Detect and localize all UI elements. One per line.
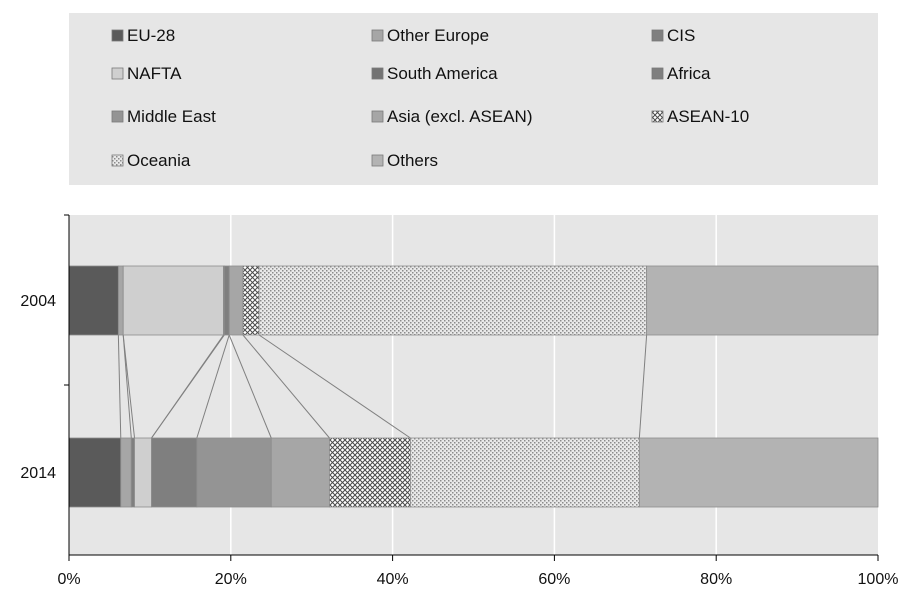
- legend-item-oceania: Oceania: [111, 151, 191, 170]
- legend-box: [69, 13, 878, 185]
- connector-line: [228, 334, 272, 439]
- bar-2014-other-europe: [120, 437, 132, 508]
- bar-2014-eu-28: [68, 437, 122, 508]
- bar-2004-eu-28: [68, 265, 119, 336]
- legend-label: ASEAN-10: [667, 107, 749, 126]
- legend-item-nafta: NAFTA: [111, 64, 182, 83]
- legend-swatch: [371, 67, 384, 80]
- bar-2004-nafta: [122, 265, 224, 336]
- bar-2014-oceania: [409, 437, 640, 508]
- connector-line: [242, 334, 330, 439]
- x-tick-labels: 0% 20% 40% 60% 80% 100%: [57, 571, 898, 588]
- bar-2004-africa: [223, 265, 230, 336]
- legend-item-africa: Africa: [651, 64, 711, 83]
- legend-item-cis: CIS: [651, 26, 695, 45]
- connector-line: [122, 334, 132, 439]
- legend-label: NAFTA: [127, 64, 182, 83]
- legend-swatch: [111, 67, 124, 80]
- x-tick-label: 20%: [215, 571, 247, 588]
- bar-2014-africa: [151, 437, 198, 508]
- bar-2004-oceania: [258, 265, 648, 336]
- bar-2014-nafta: [134, 437, 152, 508]
- legend: EU-28 Other Europe CIS NAFTA South America Af…: [111, 26, 749, 170]
- bars: [68, 265, 879, 508]
- bar-2004-other-europe: [117, 265, 124, 336]
- legend-label: Others: [387, 151, 438, 170]
- bar-2014-middle-east: [196, 437, 272, 508]
- legend-swatch: [111, 154, 124, 167]
- x-tick-label: 0%: [57, 571, 80, 588]
- connector-line: [638, 334, 648, 439]
- legend-swatch: [371, 29, 384, 42]
- connector-line: [258, 334, 411, 439]
- bar-2004-asia-excl-asean: [228, 265, 244, 336]
- y-tick-labels: 2004 2014: [20, 293, 56, 482]
- y-tick-label-2004: 2004: [20, 293, 56, 310]
- legend-swatch: [111, 29, 124, 42]
- legend-label: CIS: [667, 26, 695, 45]
- legend-swatch: [651, 29, 664, 42]
- legend-item-asean-10: ASEAN-10: [651, 107, 749, 126]
- connector-line: [117, 334, 122, 439]
- axes: [64, 214, 879, 561]
- legend-swatch: [371, 110, 384, 123]
- legend-swatch: [111, 110, 124, 123]
- legend-label: Middle East: [127, 107, 216, 126]
- legend-label: EU-28: [127, 26, 175, 45]
- bar-2014-cis: [130, 437, 135, 508]
- y-tick-label-2014: 2014: [20, 465, 56, 482]
- bar-2004-others: [646, 265, 879, 336]
- legend-item-other-europe: Other Europe: [371, 26, 489, 45]
- legend-label: Africa: [667, 64, 711, 83]
- connector-line: [151, 334, 225, 439]
- legend-item-south-america: South America: [371, 64, 498, 83]
- legend-item-middle-east: Middle East: [111, 107, 216, 126]
- connector-lines: [117, 334, 648, 439]
- legend-swatch: [651, 110, 664, 123]
- legend-item-others: Others: [371, 151, 438, 170]
- connector-line: [196, 334, 230, 439]
- bar-2014-asia-excl-asean: [270, 437, 330, 508]
- bar-2014-others: [638, 437, 879, 508]
- legend-item-asia-excl-asean: Asia (excl. ASEAN): [371, 107, 533, 126]
- legend-swatch: [371, 154, 384, 167]
- legend-label: Asia (excl. ASEAN): [387, 107, 533, 126]
- legend-item-eu-28: EU-28: [111, 26, 175, 45]
- legend-swatch: [651, 67, 664, 80]
- legend-label: South America: [387, 64, 498, 83]
- bar-2014-asean-10: [329, 437, 411, 508]
- x-tick-label: 80%: [700, 571, 732, 588]
- x-tick-label: 40%: [377, 571, 409, 588]
- legend-label: Other Europe: [387, 26, 489, 45]
- x-tick-label: 100%: [858, 571, 899, 588]
- bar-2004-asean-10: [242, 265, 260, 336]
- connector-line: [122, 334, 136, 439]
- x-tick-label: 60%: [538, 571, 570, 588]
- legend-label: Oceania: [127, 151, 191, 170]
